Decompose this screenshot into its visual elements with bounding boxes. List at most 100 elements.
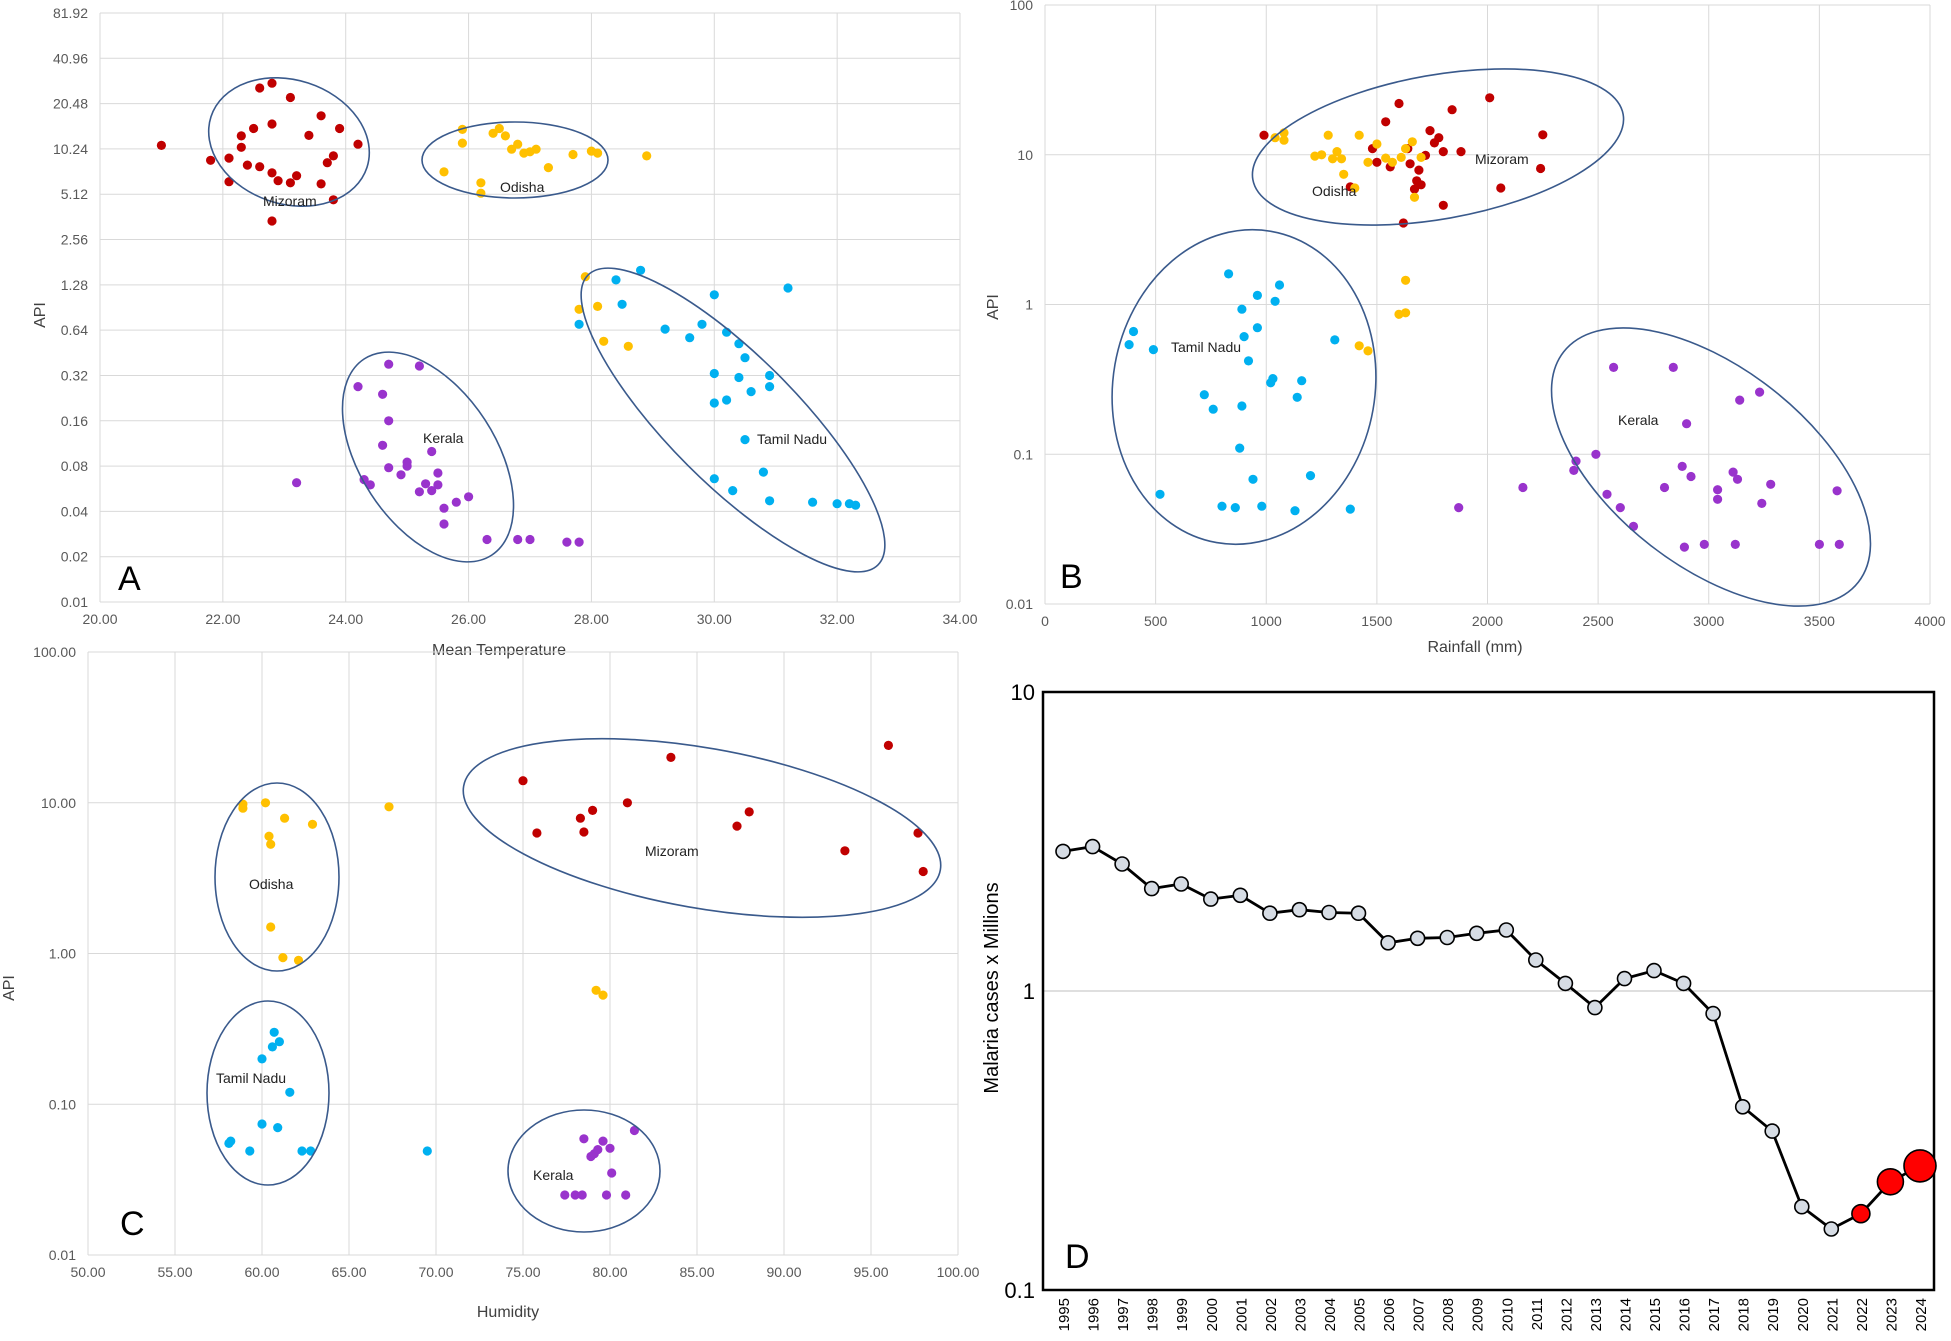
y-tick-label: 5.12	[61, 186, 88, 202]
y-tick-label: 1.00	[49, 946, 76, 962]
data-point-kerala	[1686, 471, 1696, 482]
data-point-odisha	[278, 953, 288, 963]
data-point-tamil-nadu	[783, 283, 793, 293]
data-point	[1498, 922, 1515, 938]
data-point-kerala	[384, 416, 394, 426]
data-point-mizoram	[1394, 98, 1404, 109]
data-point-kerala	[1602, 489, 1612, 499]
data-point-kerala	[384, 463, 394, 473]
data-point-mizoram	[292, 171, 302, 181]
x-tick-label: 2000	[1204, 1298, 1221, 1331]
data-point	[1143, 880, 1160, 897]
x-tick-label: 2023	[1883, 1298, 1900, 1331]
data-point-mizoram	[1398, 218, 1408, 228]
panel-d-malaria-cases-line: 0.1 1 10 1995 1996 1997 1998 1999 2000 2001 2002 20…	[981, 680, 1937, 1331]
panel-c-letter: C	[120, 1205, 145, 1243]
data-point-odisha	[1354, 341, 1364, 351]
y-tick-label: 0.10	[49, 1096, 76, 1112]
data-point-mizoram	[255, 83, 265, 93]
data-point-tamil-nadu	[257, 1054, 267, 1064]
data-point-kerala	[378, 440, 388, 450]
data-point-mizoram	[316, 111, 326, 121]
data-point-tamil-nadu	[765, 496, 775, 506]
data-point-mizoram	[1372, 157, 1382, 167]
panel-a-cluster-ellipses	[207, 77, 886, 573]
data-point-kerala	[1591, 449, 1601, 459]
data-point-tamil-nadu	[722, 395, 732, 405]
data-point-kerala	[1628, 521, 1639, 532]
data-point	[1232, 887, 1249, 904]
data-point-tamil-nadu	[274, 1037, 284, 1047]
data-point-mizoram	[316, 179, 326, 189]
data-point-kerala	[574, 537, 584, 547]
data-point-tamil-nadu	[1217, 501, 1227, 511]
cluster-ellipse-odisha	[421, 121, 609, 199]
x-tick-label: 1997	[1115, 1298, 1132, 1331]
data-point-mizoram	[267, 78, 277, 88]
data-point-kerala	[402, 457, 412, 467]
cluster-label-mizoram: Mizoram	[263, 193, 317, 209]
y-tick-label: 0.64	[61, 322, 88, 338]
data-point-kerala	[1518, 482, 1528, 493]
x-tick-label: 2006	[1381, 1298, 1398, 1331]
data-point-kerala	[482, 534, 492, 545]
y-tick-label: 100	[1010, 0, 1034, 13]
data-point-kerala	[1834, 539, 1844, 550]
data-point	[1734, 1099, 1751, 1115]
data-point	[1439, 929, 1455, 946]
data-point-odisha	[384, 802, 394, 812]
data-point-mizoram	[732, 821, 742, 831]
cluster-label-odisha: Odisha	[249, 876, 294, 892]
data-point-tamil-nadu	[245, 1146, 255, 1156]
y-tick-label: 20.48	[53, 96, 88, 112]
data-point-tamil-nadu	[1199, 390, 1209, 400]
x-tick-label: 4000	[1914, 613, 1945, 629]
x-tick-label: 500	[1144, 613, 1168, 629]
x-tick-label: 2017	[1706, 1298, 1723, 1331]
panel-d-series	[1055, 838, 1937, 1237]
data-point-odisha	[439, 167, 449, 177]
x-tick-label: 20.00	[82, 611, 117, 627]
data-point-odisha	[260, 798, 271, 808]
data-point-odisha	[1350, 183, 1360, 193]
data-point	[1203, 891, 1219, 907]
panel-c-gridlines	[87, 651, 959, 1256]
data-point-kerala	[1615, 503, 1625, 513]
data-point-kerala	[421, 479, 431, 489]
data-point-odisha	[1381, 153, 1391, 163]
panel-a-axes: 20.00 22.00 24.00 26.00 28.00 30.00 32.00 34.00…	[53, 5, 978, 627]
data-point-kerala	[1454, 503, 1464, 513]
panel-b-points	[1124, 93, 1844, 552]
x-tick-label: 3000	[1693, 613, 1724, 629]
data-point-kerala	[1677, 461, 1687, 471]
data-point-mizoram	[1438, 200, 1448, 210]
data-point-odisha	[1407, 137, 1417, 147]
data-point-tamil-nadu	[1297, 376, 1307, 386]
data-point-mizoram	[666, 752, 676, 763]
data-point-kerala	[414, 361, 424, 371]
data-point-kerala	[1659, 482, 1670, 493]
panel-b-letter: B	[1060, 558, 1083, 596]
data-point-kerala	[1682, 419, 1692, 429]
cluster-label-kerala: Kerala	[423, 430, 464, 446]
data-point-mizoram	[1456, 147, 1466, 157]
x-tick-label: 75.00	[505, 1264, 540, 1280]
data-point-odisha	[1332, 147, 1342, 157]
data-point	[1794, 1198, 1810, 1215]
data-point-tamil-nadu	[636, 265, 646, 275]
y-tick-label: 0.04	[61, 503, 88, 519]
panel-b-cluster-ellipses	[1111, 68, 1872, 607]
data-point-mizoram	[1434, 133, 1444, 143]
data-point-kerala	[560, 1190, 570, 1200]
data-point-mizoram	[273, 176, 283, 186]
x-tick-label: 32.00	[820, 611, 855, 627]
x-tick-label: 2012	[1558, 1298, 1575, 1331]
data-point-tamil-nadu	[685, 333, 695, 343]
data-point-kerala	[433, 468, 443, 478]
data-point-odisha	[531, 144, 541, 154]
data-point-tamil-nadu	[1237, 304, 1247, 314]
x-tick-label: 2010	[1499, 1298, 1516, 1331]
x-tick-label: 2005	[1352, 1298, 1369, 1331]
panel-c-x-axis-title: Humidity	[477, 1304, 539, 1321]
data-point-tamil-nadu	[660, 324, 670, 334]
